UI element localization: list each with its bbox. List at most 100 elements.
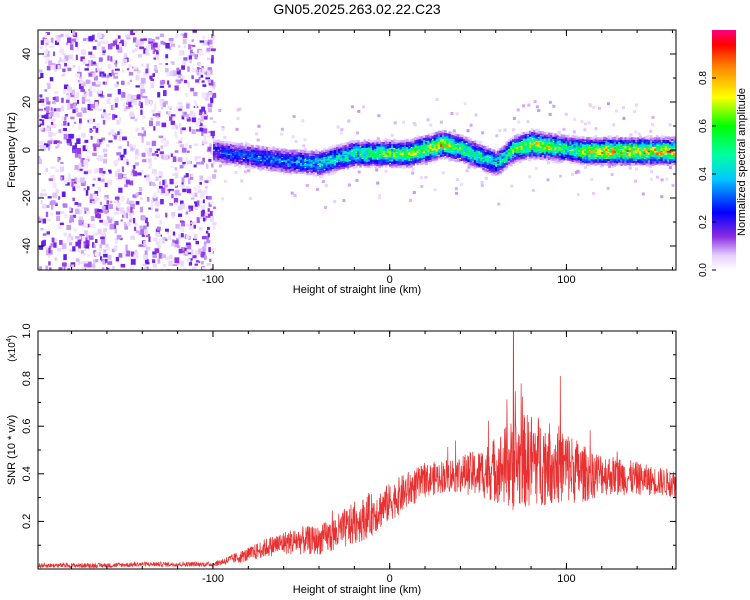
spectrogram-cell <box>130 30 135 36</box>
spectrogram-cell <box>80 181 86 187</box>
spectrogram-cell <box>490 148 494 152</box>
spectrogram-cell <box>172 156 177 163</box>
spectrogram-cell <box>98 155 104 162</box>
spectrogram-cell <box>467 164 471 167</box>
spectrogram-cell <box>219 153 222 156</box>
spectrogram-cell <box>603 136 606 140</box>
spectrogram-cell <box>399 146 403 150</box>
spectrogram-cell <box>67 176 71 182</box>
spectrogram-cell <box>289 160 292 163</box>
spectrogram-cell <box>308 172 311 176</box>
spectrogram-cell <box>503 162 507 166</box>
spectrogram-cell <box>378 140 381 143</box>
spectrogram-cell <box>666 156 670 160</box>
spectrogram-cell <box>647 141 651 145</box>
spectrogram-cell <box>314 149 318 152</box>
spectrogram-cell <box>253 165 256 169</box>
spectrogram-cell <box>123 174 127 178</box>
spectrogram-cell <box>461 141 464 145</box>
spectrogram-cell <box>611 137 615 140</box>
spectrogram-cell <box>124 158 129 164</box>
spectrogram-cell <box>81 224 85 227</box>
spectrogram-cell <box>374 149 377 153</box>
snr-multiplier-close: ) <box>7 335 18 338</box>
spectrogram-cell <box>129 181 134 186</box>
spectrogram-cell <box>495 158 498 161</box>
spectrogram-cell <box>509 160 513 164</box>
spectrogram-cell <box>664 163 668 166</box>
spectrogram-cell <box>42 218 47 224</box>
spectrogram-cell <box>628 144 632 147</box>
spectrogram-cell <box>314 158 318 161</box>
spectrogram-cell <box>293 159 297 163</box>
spectrogram-cell <box>153 237 158 242</box>
spectrogram-cell <box>535 132 538 136</box>
spectrogram-cell <box>293 194 297 198</box>
spectrogram-cell <box>365 154 369 158</box>
spectrogram-cell <box>531 151 534 154</box>
spectrogram-cell <box>276 152 280 155</box>
spectrogram-cell <box>380 153 384 156</box>
spectrogram-cell <box>257 162 261 165</box>
spectrogram-y-tick-label: 40 <box>21 48 33 60</box>
spectrogram-cell <box>106 143 110 147</box>
spectrogram-cell <box>620 163 623 166</box>
spectrogram-cell <box>71 41 74 47</box>
spectrogram-cell <box>290 191 294 195</box>
spectrogram-cell <box>518 157 521 161</box>
spectrogram-cell <box>177 157 183 162</box>
spectrogram-cell <box>609 139 613 143</box>
spectrogram-cell <box>369 163 373 166</box>
spectrogram-cell <box>84 180 87 184</box>
spectrogram-cell <box>212 206 217 210</box>
spectrogram-cell <box>556 159 560 163</box>
spectrogram-cell <box>219 157 222 160</box>
spectrogram-cell <box>152 251 157 255</box>
spectrogram-cell <box>613 156 617 159</box>
spectrogram-cell <box>475 147 479 151</box>
spectrogram-cell <box>50 166 56 169</box>
spectrogram-cell <box>188 55 192 60</box>
spectrogram-cell <box>344 142 348 146</box>
spectrogram-cell <box>315 187 319 191</box>
spectrogram-cell <box>480 184 484 187</box>
spectrogram-cell <box>420 140 424 143</box>
spectrogram-cell <box>350 160 354 163</box>
spectrogram-cell <box>229 141 233 145</box>
spectrogram-cell <box>605 143 608 147</box>
spectrogram-cell <box>208 202 212 207</box>
spectrogram-cell <box>251 149 254 152</box>
spectrogram-cell <box>545 136 549 139</box>
spectrogram-cell <box>110 105 115 111</box>
spectrogram-cell <box>620 139 623 143</box>
spectrogram-cell <box>541 131 545 134</box>
spectrogram-cell <box>134 118 138 122</box>
spectrogram-cell <box>473 151 477 154</box>
spectrogram-cell <box>92 152 97 157</box>
spectrogram-cell <box>221 127 225 131</box>
spectrogram-cell <box>108 72 113 77</box>
spectrogram-cell <box>590 154 594 157</box>
spectrogram-cell <box>380 154 384 158</box>
spectrogram-cell <box>165 212 168 218</box>
spectrogram-cell <box>255 132 259 136</box>
spectrogram-cell <box>524 150 528 154</box>
spectrogram-cell <box>72 109 76 114</box>
spectrogram-cell <box>420 142 424 145</box>
spectrogram-cell <box>550 156 553 159</box>
spectrogram-cell <box>609 160 613 164</box>
spectrogram-cell <box>622 106 625 110</box>
spectrogram-cell <box>598 162 602 165</box>
spectrogram-cell <box>205 98 209 101</box>
spectrogram-cell <box>548 135 551 139</box>
spectrogram-cell <box>592 140 596 144</box>
spectrogram-cell <box>169 254 173 260</box>
spectrogram-cell <box>416 156 420 160</box>
spectrogram-cell <box>662 145 666 149</box>
spectrogram-cell <box>645 141 649 145</box>
spectrogram-cell <box>639 135 642 138</box>
spectrogram-cell <box>130 113 135 116</box>
spectrogram-cell <box>174 189 180 195</box>
spectrogram-cell <box>454 155 458 158</box>
spectrogram-cell <box>202 125 207 128</box>
